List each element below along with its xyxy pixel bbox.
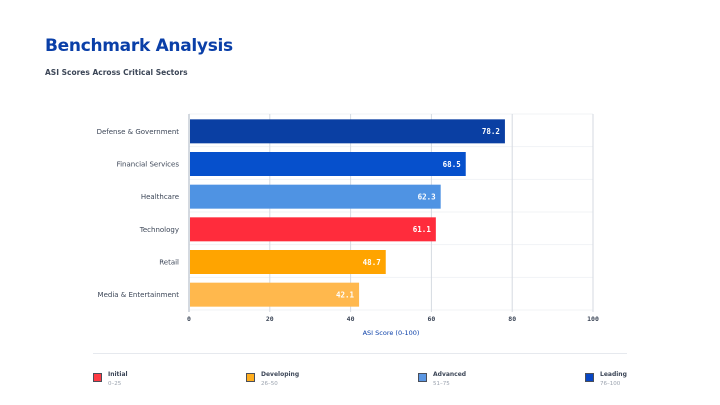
x-tick-label: 0 <box>187 315 191 323</box>
legend-swatch <box>246 373 255 382</box>
bar <box>190 119 505 144</box>
page-title: Benchmark Analysis <box>45 36 233 56</box>
bars: 78.2 68.5 62.3 61.1 48.7 42.1 <box>190 119 505 307</box>
category-label: Media & Entertainment <box>98 291 180 299</box>
legend-range: 0–25 <box>108 381 122 387</box>
category-label: Technology <box>139 226 179 234</box>
legend-range: 51–75 <box>433 381 450 387</box>
legend-swatch <box>585 373 594 382</box>
legend-name: Initial <box>108 371 128 378</box>
legend-swatch <box>418 373 427 382</box>
category-label: Healthcare <box>141 193 179 201</box>
bar <box>190 250 386 274</box>
gridlines <box>188 113 594 312</box>
bar <box>190 282 360 307</box>
bar <box>190 217 436 242</box>
x-tick-label: 80 <box>508 315 516 323</box>
category-label: Defense & Government <box>97 128 180 136</box>
x-axis-title: ASI Score (0-100) <box>363 329 420 337</box>
value-label: 68.5 <box>443 160 461 169</box>
category-label: Retail <box>159 259 179 267</box>
x-tick-label: 100 <box>587 315 599 323</box>
value-label: 42.1 <box>336 290 355 299</box>
legend-range: 26–50 <box>261 381 278 387</box>
x-tick-label: 60 <box>427 315 435 323</box>
legend-divider <box>93 353 627 354</box>
page-subtitle: ASI Scores Across Critical Sectors <box>45 68 188 77</box>
x-tick-labels: 0 20 40 60 80 100 <box>187 315 599 323</box>
legend-name: Advanced <box>433 371 467 378</box>
category-labels: Defense & Government Financial Services He… <box>97 128 180 299</box>
value-label: 48.7 <box>363 258 381 267</box>
legend-swatch <box>93 373 102 382</box>
value-label: 62.3 <box>418 192 437 201</box>
value-label: 61.1 <box>413 225 432 234</box>
bar <box>190 152 466 176</box>
x-tick-label: 20 <box>266 315 274 323</box>
legend-name: Leading <box>600 371 627 378</box>
value-label: 78.2 <box>482 127 500 136</box>
bar <box>190 184 441 209</box>
legend-name: Developing <box>261 371 300 378</box>
category-label: Financial Services <box>117 161 180 169</box>
x-tick-label: 40 <box>347 315 355 323</box>
legend-range: 76–100 <box>600 381 621 387</box>
